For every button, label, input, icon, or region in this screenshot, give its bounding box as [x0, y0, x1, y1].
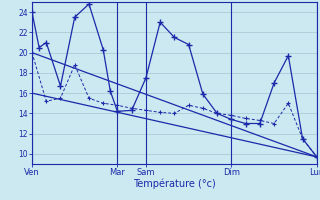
X-axis label: Température (°c): Température (°c): [133, 179, 216, 189]
